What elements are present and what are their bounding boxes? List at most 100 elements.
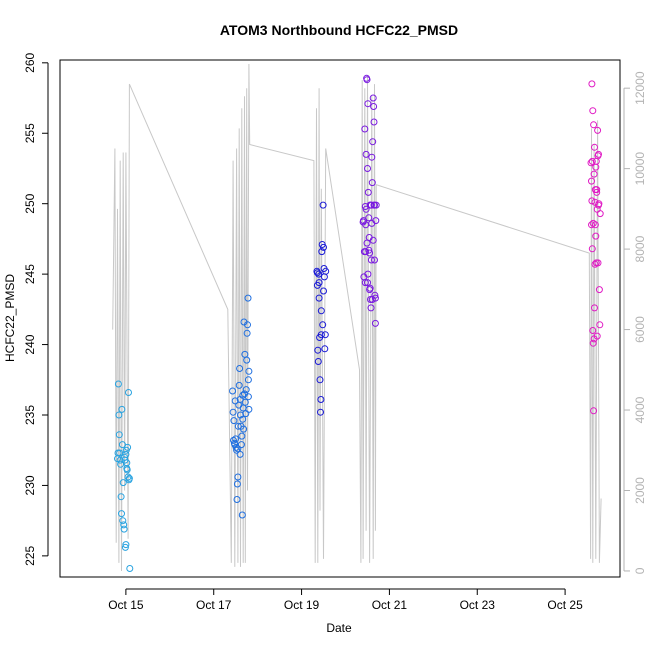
data-point (361, 125, 369, 133)
data-point (233, 496, 241, 503)
data-point (244, 321, 251, 329)
x-tick-label: Oct 15 (108, 598, 144, 612)
data-point (315, 279, 323, 287)
right-tick-label: 8000 (633, 235, 647, 262)
data-point (315, 294, 323, 302)
data-point (588, 221, 595, 229)
x-axis-label: Date (326, 621, 352, 635)
x-tick-label: Oct 21 (372, 598, 408, 612)
data-point (122, 541, 130, 549)
data-point (243, 356, 251, 364)
data-point (315, 270, 323, 278)
data-point (595, 200, 603, 208)
data-point (590, 407, 598, 415)
data-point (243, 329, 251, 337)
data-point (319, 201, 327, 209)
data-point (232, 443, 240, 451)
data-point (317, 307, 325, 315)
data-point (234, 473, 242, 481)
data-point (365, 214, 373, 222)
data-point (361, 279, 369, 287)
data-point (244, 376, 252, 384)
right-tick-label: 0 (633, 567, 647, 574)
data-point (314, 358, 322, 365)
data-point (115, 411, 123, 419)
data-point (123, 465, 131, 472)
data-point (590, 170, 598, 178)
series-2 (229, 294, 253, 519)
data-point (588, 197, 596, 205)
x-tick-label: Oct 19 (284, 598, 320, 612)
data-point (589, 107, 597, 115)
data-point (118, 405, 126, 413)
data-point (120, 525, 128, 533)
data-point (592, 232, 600, 240)
data-point (238, 511, 246, 519)
data-point (594, 259, 602, 267)
data-point (364, 279, 371, 287)
data-point (317, 408, 324, 416)
data-point (317, 331, 325, 339)
data-point (369, 138, 377, 146)
data-point (595, 286, 603, 294)
data-point (237, 441, 245, 449)
series-3 (313, 201, 330, 416)
data-point (369, 236, 377, 244)
data-point (245, 367, 253, 375)
data-point (321, 331, 329, 339)
data-point (239, 415, 247, 423)
data-point (118, 441, 126, 449)
data-point (322, 267, 330, 275)
data-point (371, 256, 378, 264)
data-point (364, 165, 371, 172)
data-point (364, 188, 372, 196)
data-point (238, 432, 246, 440)
data-point (124, 443, 132, 451)
data-point (245, 405, 253, 413)
x-tick-label: Oct 23 (460, 598, 496, 612)
data-point (370, 103, 378, 110)
data-point (594, 126, 602, 134)
x-tick-label: Oct 25 (547, 598, 583, 612)
data-point (362, 205, 370, 213)
data-point (320, 287, 327, 295)
data-point (121, 543, 129, 551)
data-point (595, 150, 602, 158)
data-point (316, 376, 324, 384)
y-tick-label: 225 (23, 546, 37, 566)
data-point (244, 393, 252, 401)
data-point (314, 346, 322, 354)
data-point (233, 446, 241, 454)
data-point (363, 239, 371, 247)
y-tick-label: 230 (23, 475, 37, 495)
altitude-line (112, 63, 602, 572)
right-tick-label: 6000 (633, 316, 647, 343)
right-tick-label: 12000 (633, 71, 647, 105)
plot-frame (59, 59, 621, 578)
data-point (321, 345, 329, 353)
data-point (119, 479, 127, 487)
data-point (362, 150, 370, 158)
data-point (591, 143, 598, 151)
data-point (371, 201, 378, 209)
data-point (367, 256, 375, 264)
data-point (126, 565, 134, 572)
data-point (371, 319, 379, 327)
data-point (368, 179, 376, 187)
data-point (114, 380, 122, 388)
data-point (229, 387, 237, 395)
y-tick-label: 260 (23, 52, 37, 72)
y-tick-label: 240 (23, 334, 37, 354)
data-point (593, 332, 601, 340)
data-point (242, 386, 250, 394)
chart-title: ATOM3 Northbound HCFC22_PMSD (220, 22, 458, 38)
data-point (240, 425, 248, 433)
axes-layer: Oct 15 Oct 17 Oct 19 Oct 21 Oct 23 Oct 25 225 2… (23, 52, 647, 612)
series-1 (114, 380, 134, 572)
data-point (125, 474, 133, 482)
data-point (360, 217, 367, 225)
data-point (120, 521, 128, 529)
data-point (244, 294, 252, 302)
series-5 (587, 80, 604, 415)
